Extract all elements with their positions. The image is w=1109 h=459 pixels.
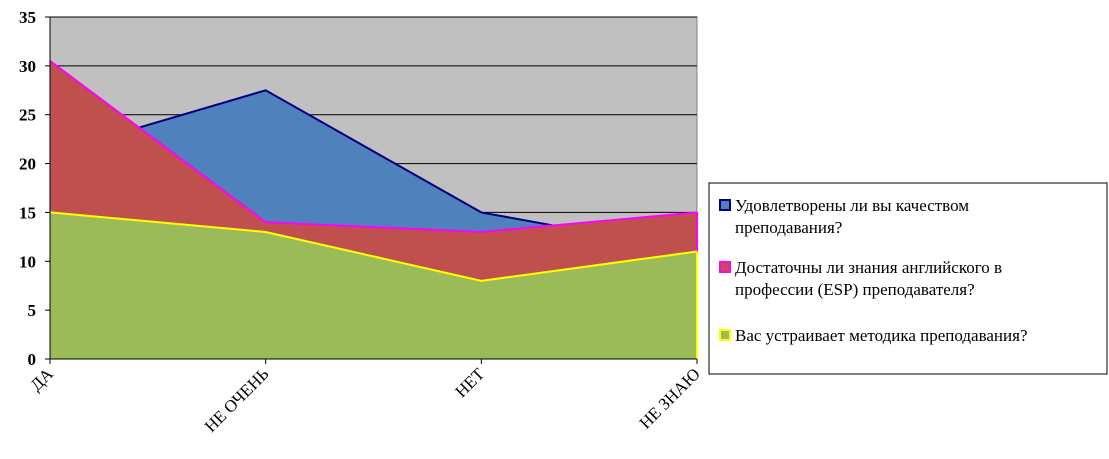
y-tick-label: 15 xyxy=(19,203,36,222)
x-tick-label: НЕ ОЧЕНЬ xyxy=(201,364,273,436)
legend-label: Удовлетворены ли вы качеством xyxy=(735,196,969,215)
legend-box xyxy=(708,182,1108,375)
area-series-2-outline xyxy=(49,60,698,233)
legend-swatch xyxy=(719,199,731,211)
y-tick-label: 35 xyxy=(19,8,36,27)
y-tick-label: 25 xyxy=(19,106,36,125)
x-tick-label: НЕТ xyxy=(451,364,488,401)
x-tick-label: НЕ ЗНАЮ xyxy=(636,364,704,432)
y-tick-label: 0 xyxy=(28,350,37,369)
legend-label: Вас устраивает методика преподавания? xyxy=(735,326,1028,345)
legend-swatch xyxy=(719,329,731,341)
legend-label: профессии (ESP) преподавателя? xyxy=(735,280,975,299)
y-tick-label: 5 xyxy=(28,301,37,320)
axes xyxy=(45,16,698,364)
legend: Удовлетворены ли вы качеством преподавани… xyxy=(708,182,1108,375)
y-axis-tick-labels: 0 5 10 15 20 25 30 35 xyxy=(19,8,36,369)
y-tick-label: 10 xyxy=(19,252,36,271)
legend-swatch xyxy=(719,261,731,273)
y-tick-label: 20 xyxy=(19,155,36,174)
x-axis-tick-labels: ДА НЕ ОЧЕНЬ НЕТ НЕ ЗНАЮ xyxy=(27,364,704,436)
legend-label: преподавания? xyxy=(735,218,842,237)
area-series xyxy=(49,60,698,360)
area-series-3-outline xyxy=(49,211,698,282)
legend-label: Достаточны ли знания английского в xyxy=(735,258,1002,277)
y-tick-label: 30 xyxy=(19,57,36,76)
area-series-3 xyxy=(50,212,697,359)
